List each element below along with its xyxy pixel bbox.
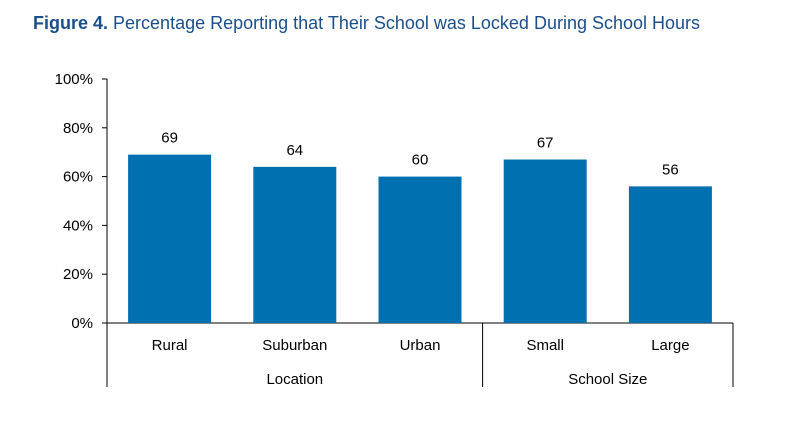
y-tick-label: 100%: [55, 71, 93, 88]
x-tick-label: Large: [651, 337, 689, 354]
y-tick-label: 0%: [71, 315, 93, 332]
bar: [628, 186, 712, 323]
data-label: 67: [537, 135, 554, 152]
figure-title-text: Percentage Reporting that Their School w…: [113, 13, 701, 33]
data-label: 69: [161, 130, 178, 147]
figure-title: Figure 4. Percentage Reporting that Thei…: [33, 13, 700, 34]
data-label: 64: [286, 142, 303, 159]
y-tick-label: 40%: [63, 217, 93, 234]
group-label: School Size: [568, 371, 647, 388]
y-tick-label: 80%: [63, 120, 93, 137]
data-label: 60: [412, 152, 429, 169]
bar: [128, 154, 212, 323]
y-tick-label: 60%: [63, 169, 93, 186]
y-tick-label: 20%: [63, 266, 93, 283]
x-tick-label: Small: [526, 337, 564, 354]
bar: [378, 176, 462, 323]
figure-label: Figure 4.: [33, 13, 109, 33]
x-tick-label: Rural: [152, 337, 188, 354]
x-tick-label: Urban: [400, 337, 441, 354]
x-tick-label: Suburban: [262, 337, 327, 354]
group-label: Location: [266, 371, 323, 388]
bar: [253, 166, 337, 323]
data-label: 56: [662, 161, 679, 178]
bar: [503, 159, 587, 323]
